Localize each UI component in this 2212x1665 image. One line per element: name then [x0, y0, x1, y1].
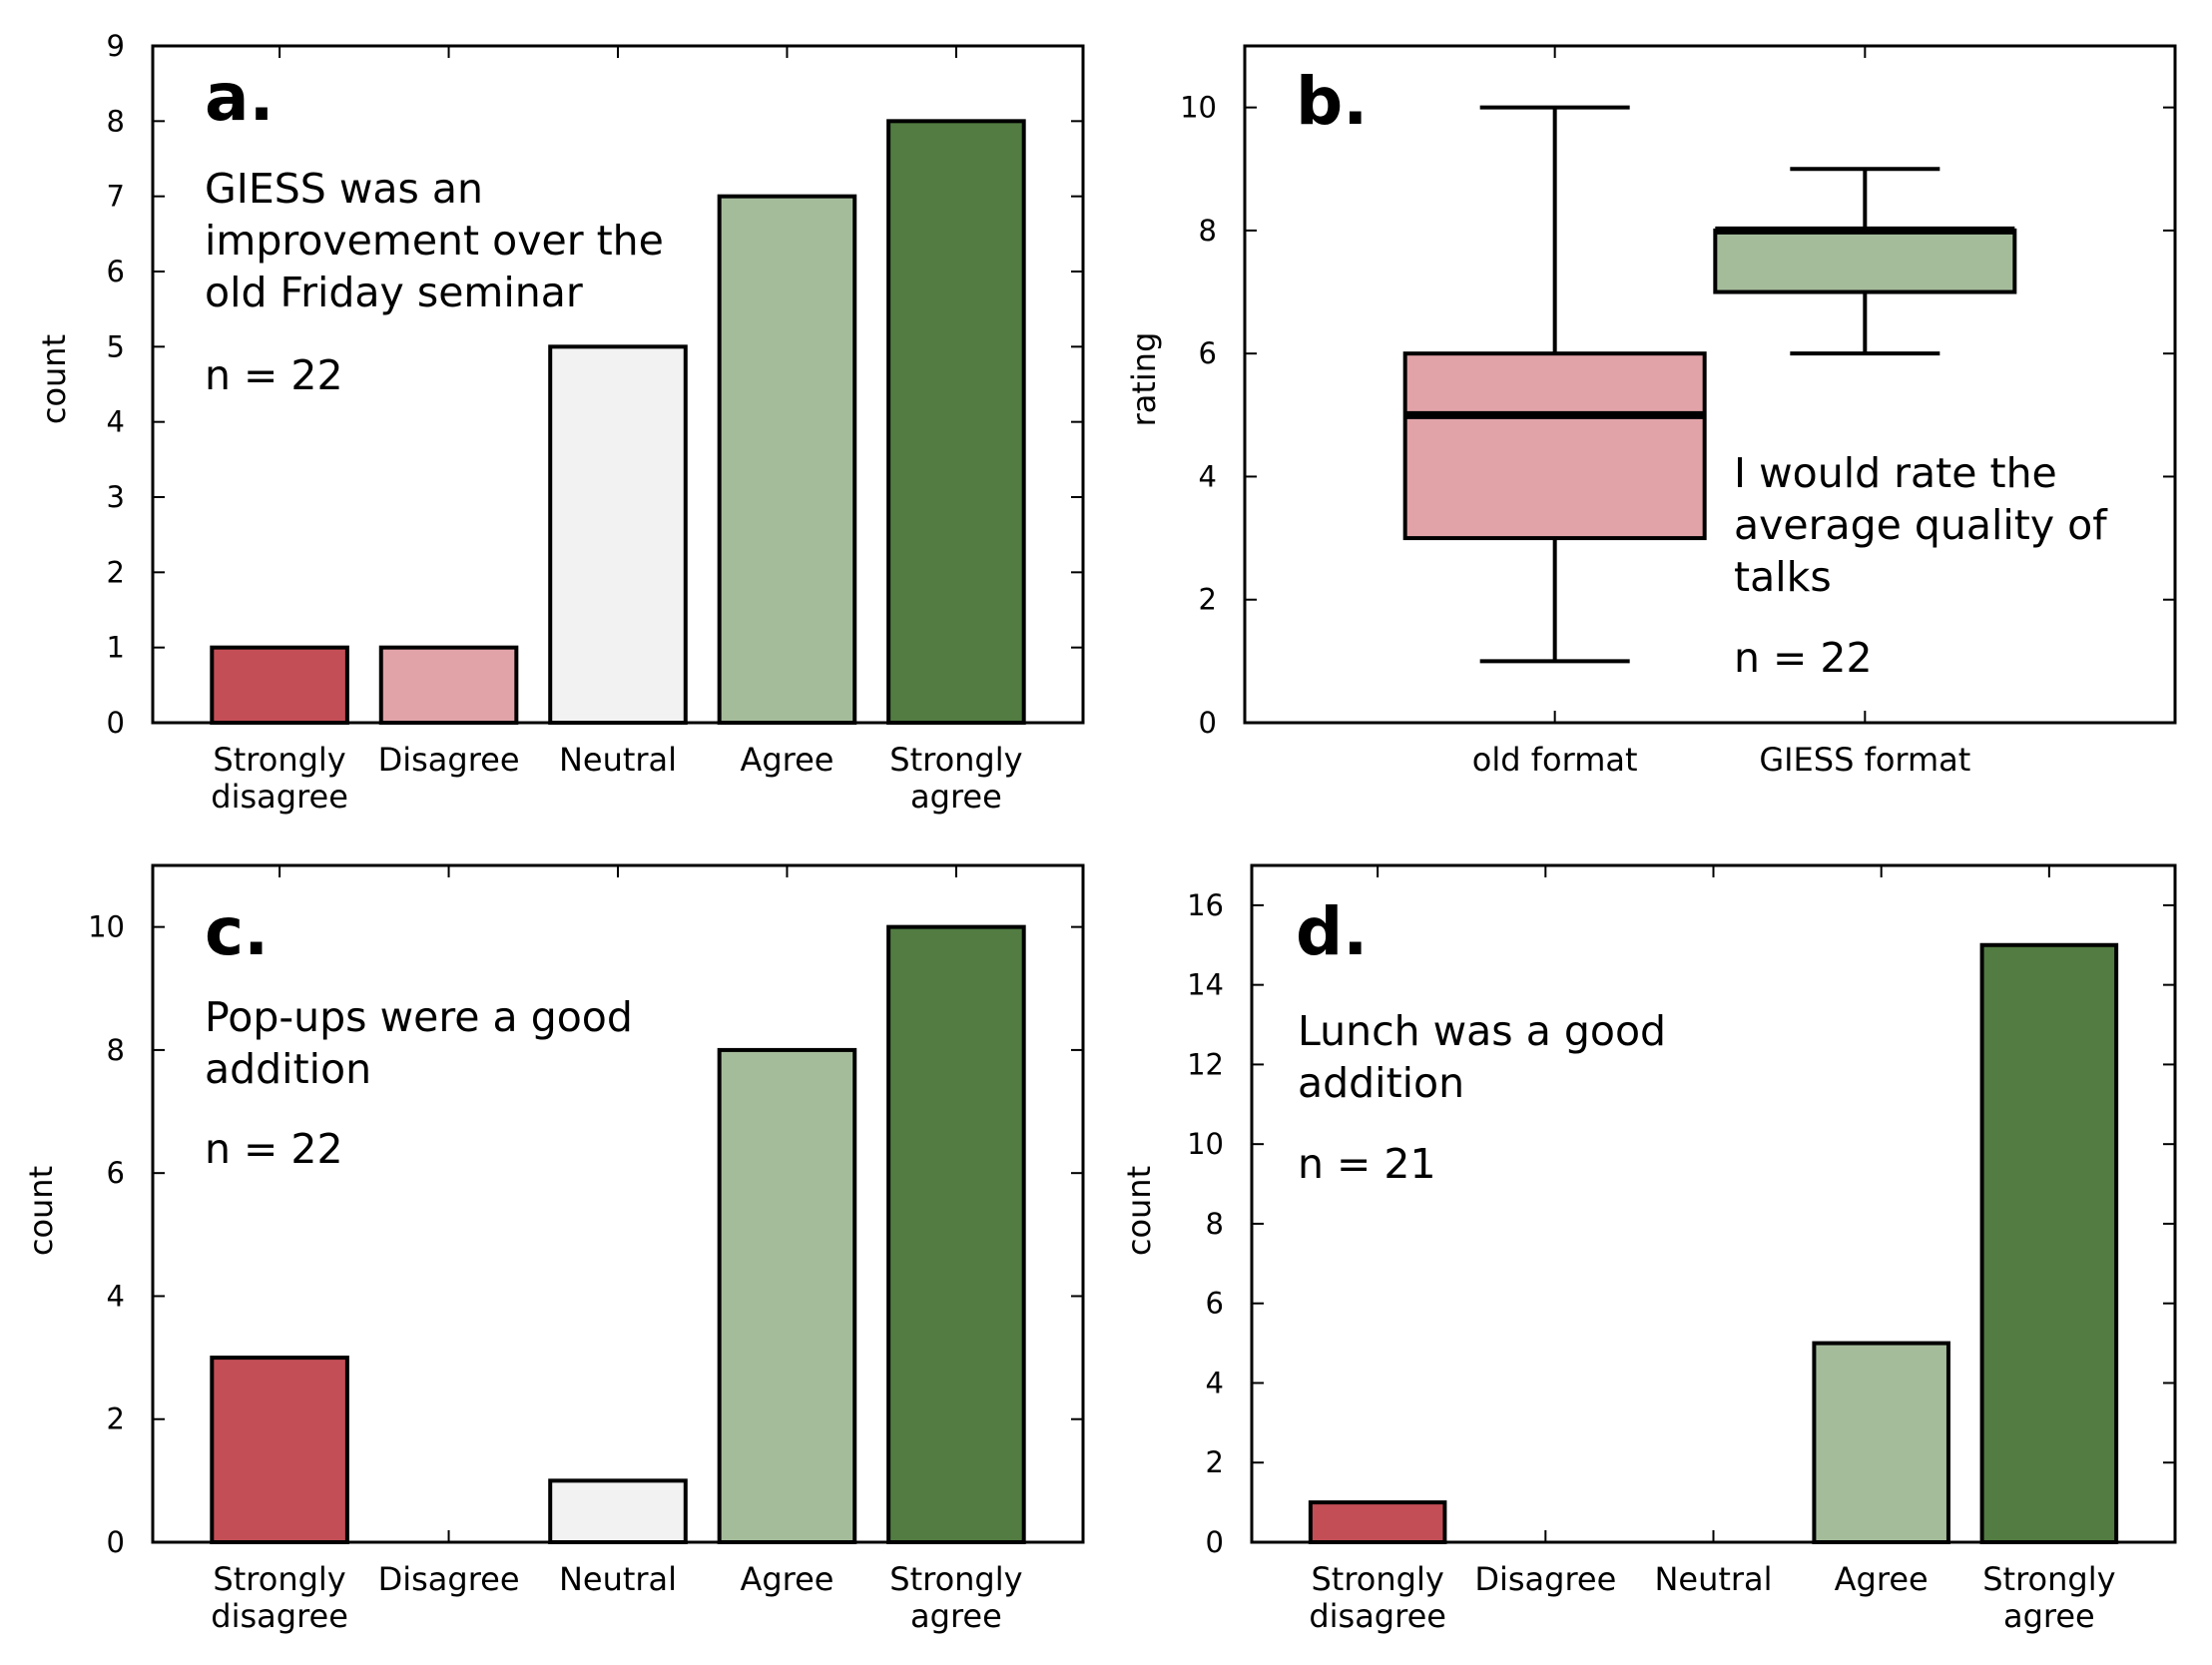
y-tick-label: 6: [107, 1156, 125, 1190]
x-category-label: Strongly: [213, 741, 345, 779]
y-axis-label: count: [1120, 1166, 1158, 1256]
y-tick-label: 0: [1206, 1525, 1224, 1559]
y-tick-label: 6: [1199, 336, 1217, 370]
y-tick-label: 4: [1199, 459, 1217, 493]
x-category-label: Disagree: [378, 741, 520, 779]
bar-agree: [1812, 1341, 1950, 1545]
bar-strongly-agree: [1979, 942, 2119, 1544]
bar-strongly-agree: [886, 924, 1026, 1544]
x-category-label: Strongly: [889, 1560, 1022, 1598]
y-tick-label: 0: [107, 1525, 125, 1559]
bar-strongly-agree: [886, 119, 1026, 726]
x-category-label: Strongly: [1311, 1560, 1443, 1598]
bar-neutral: [548, 344, 688, 725]
x-category-label: Neutral: [1654, 1560, 1772, 1598]
y-tick-label: 4: [1206, 1366, 1224, 1399]
bar-strongly-disagree: [210, 1356, 349, 1545]
y-tick-label: 8: [107, 104, 125, 138]
sample-size: n = 22: [205, 351, 343, 399]
x-category-label: agree: [2003, 1597, 2095, 1635]
bar-disagree: [378, 645, 519, 726]
y-tick-label: 16: [1187, 888, 1224, 922]
y-axis-label: count: [35, 334, 73, 424]
x-category-label: Disagree: [378, 1560, 520, 1598]
panel-b: 0 2 4 6 8 10 rating old format GIESS format b. I w…: [1125, 44, 2177, 779]
sample-size: n = 21: [1298, 1140, 1436, 1188]
box-0: [1402, 351, 1707, 541]
bar-agree: [717, 1047, 857, 1544]
panel-letter: a.: [205, 59, 275, 136]
y-tick-label: 8: [107, 1033, 125, 1067]
sample-size: n = 22: [1734, 634, 1873, 682]
y-tick-label: 10: [1180, 91, 1217, 125]
box-1: [1713, 228, 2017, 294]
x-category-label: Agree: [1835, 1560, 1929, 1598]
panel-caption-line: addition: [205, 1045, 371, 1093]
y-tick-label: 5: [107, 329, 125, 363]
panel-caption-line: Lunch was a good: [1298, 1007, 1666, 1055]
y-tick-label: 6: [107, 255, 125, 288]
x-category-label: Disagree: [1474, 1560, 1616, 1598]
panel-letter: c.: [205, 893, 269, 970]
y-axis-label: count: [22, 1166, 60, 1256]
x-category-label: Strongly: [213, 1560, 345, 1598]
bar-neutral: [548, 1478, 688, 1545]
y-axis-label: rating: [1125, 332, 1163, 427]
y-tick-label: 7: [107, 180, 125, 214]
y-tick-label: 10: [88, 910, 125, 944]
panel-caption-line: talks: [1734, 553, 1832, 601]
x-category-label: Neutral: [559, 741, 677, 779]
x-category-label: Strongly: [889, 741, 1022, 779]
x-category-label: agree: [910, 1597, 1002, 1635]
panel-caption-line: GIESS was an: [205, 165, 483, 213]
y-tick-label: 12: [1187, 1047, 1224, 1081]
x-category-label: disagree: [211, 1597, 348, 1635]
panel-letter: b.: [1296, 63, 1368, 140]
x-category-label: Agree: [740, 741, 833, 779]
y-tick-label: 4: [107, 1279, 125, 1313]
bar-strongly-disagree: [1308, 1500, 1447, 1545]
panel-letter: d.: [1296, 893, 1368, 970]
x-category-label: Strongly: [1982, 1560, 2115, 1598]
y-tick-label: 8: [1206, 1207, 1224, 1241]
y-tick-label: 9: [107, 29, 125, 63]
bar-strongly-disagree: [210, 645, 349, 726]
panel-caption-line: I would rate the: [1734, 449, 2057, 497]
panel-caption-line: Pop-ups were a good: [205, 993, 633, 1041]
y-tick-label: 1: [107, 631, 125, 665]
x-category-label: disagree: [211, 778, 348, 816]
y-tick-label: 3: [107, 480, 125, 514]
panel-caption-line: addition: [1298, 1059, 1464, 1107]
panel-caption-line: old Friday seminar: [205, 269, 583, 316]
y-tick-label: 14: [1187, 968, 1224, 1002]
panel-caption-line: average quality of: [1734, 501, 2108, 549]
y-tick-label: 6: [1206, 1287, 1224, 1321]
y-tick-label: 2: [107, 1402, 125, 1436]
y-tick-label: 2: [1199, 583, 1217, 617]
y-tick-label: 0: [1199, 706, 1217, 740]
x-category-label: Neutral: [559, 1560, 677, 1598]
x-category-label: GIESS format: [1759, 741, 1970, 779]
panel-d: 0246810121416countStronglydisagreeDisagr…: [1120, 863, 2177, 1635]
plot-frame: [1243, 44, 2177, 725]
x-category-label: Agree: [740, 1560, 833, 1598]
y-tick-label: 2: [1206, 1445, 1224, 1479]
y-tick-label: 0: [107, 706, 125, 740]
panel-caption-line: improvement over the: [205, 217, 664, 265]
sample-size: n = 22: [205, 1125, 343, 1173]
y-tick-label: 8: [1199, 214, 1217, 248]
x-category-label: old format: [1472, 741, 1638, 779]
y-tick-label: 2: [107, 555, 125, 589]
y-tick-label: 4: [107, 405, 125, 439]
x-category-label: agree: [910, 778, 1002, 816]
y-tick-label: 10: [1187, 1127, 1224, 1161]
bar-agree: [717, 194, 857, 725]
x-category-label: disagree: [1309, 1597, 1446, 1635]
